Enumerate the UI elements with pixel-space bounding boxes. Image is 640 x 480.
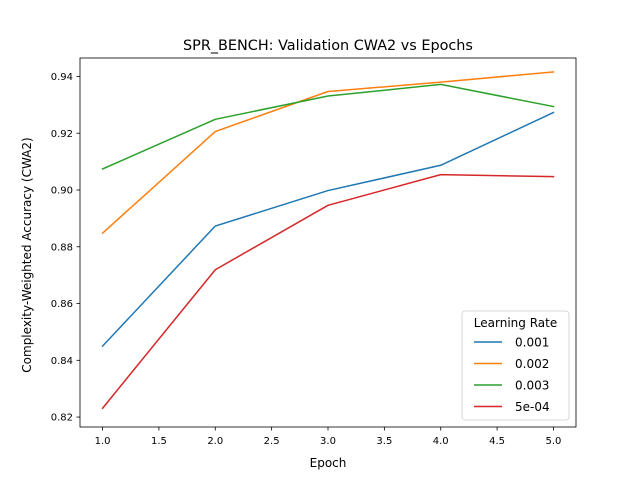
legend-box	[461, 310, 570, 421]
x-tick-label: 3.0	[320, 436, 336, 447]
x-tick-label: 3.5	[376, 436, 392, 447]
legend: Learning Rate 0.001 0.002 0.003 5e-04	[461, 310, 570, 421]
y-tick-label: 0.82	[51, 413, 73, 424]
legend-label: 5e-04	[515, 400, 550, 414]
y-tick-label: 0.86	[51, 299, 73, 310]
x-tick-label: 2.5	[264, 436, 280, 447]
legend-label: 0.003	[515, 379, 549, 393]
series-line-5e-04	[101, 173, 555, 410]
x-tick-label: 1.5	[151, 436, 167, 447]
x-tick-label: 4.0	[433, 436, 449, 447]
plot-area	[101, 71, 555, 410]
x-tick-label: 4.5	[489, 436, 505, 447]
legend-label: 0.002	[515, 357, 549, 371]
y-axis-label: Complexity-Weighted Accuracy (CWA2)	[20, 137, 34, 372]
series-line-0.001	[101, 111, 555, 348]
chart-title: SPR_BENCH: Validation CWA2 vs Epochs	[183, 38, 473, 54]
series-line-0.003	[101, 83, 555, 170]
series-line-0.002	[101, 71, 555, 235]
legend-label: 0.001	[515, 336, 549, 350]
x-tick-label: 2.0	[207, 436, 223, 447]
x-tick-label: 5.0	[546, 436, 562, 447]
axis-ticks: 1.0 1.5 2.0 2.5 3.0 3.5 4.0 4.5 5.0 0.82 0.84 0.86 0…	[51, 72, 562, 447]
y-tick-label: 0.84	[51, 356, 73, 367]
y-tick-label: 0.90	[51, 186, 73, 197]
y-tick-label: 0.94	[51, 72, 73, 83]
legend-title: Learning Rate	[474, 316, 557, 330]
x-axis-label: Epoch	[310, 456, 347, 470]
x-tick-label: 1.0	[95, 436, 111, 447]
y-tick-label: 0.88	[51, 242, 73, 253]
y-tick-label: 0.92	[51, 129, 73, 140]
